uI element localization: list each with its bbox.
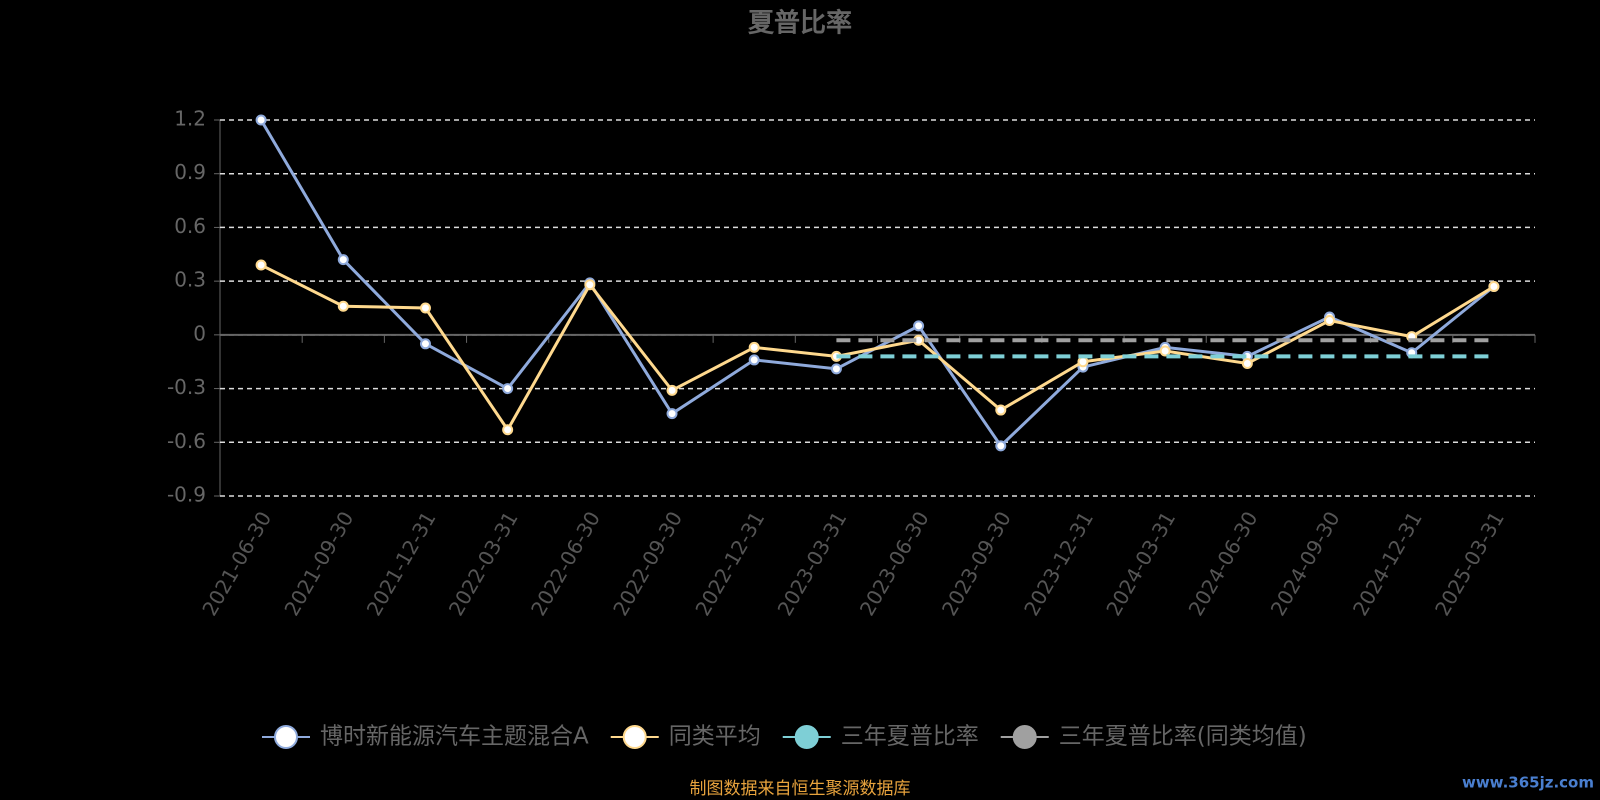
x-tick-label: 2023-09-30 (937, 507, 1016, 620)
x-tick-label: 2023-03-31 (773, 507, 852, 620)
legend-label: 同类平均 (669, 724, 761, 750)
y-tick-label: -0.9 (167, 483, 206, 507)
data-point (748, 354, 760, 366)
data-point (584, 279, 596, 291)
data-point (666, 384, 678, 396)
x-tick-label: 2022-12-31 (690, 507, 769, 620)
data-point (419, 338, 431, 350)
watermark: www.365jz.com (1462, 774, 1594, 792)
data-point (748, 341, 760, 353)
y-tick-label: 0.3 (174, 268, 206, 292)
x-tick-label: 2021-09-30 (279, 507, 358, 620)
data-point (830, 363, 842, 375)
data-point (995, 404, 1007, 416)
series-line (259, 119, 1495, 449)
y-tick-label: 0.9 (174, 160, 206, 184)
data-point (255, 114, 267, 126)
x-tick-label: 2022-06-30 (526, 507, 605, 620)
x-tick-label: 2021-06-30 (197, 507, 276, 620)
source: 制图数据来自恒生聚源数据库 (690, 779, 911, 799)
x-tick-label: 2021-12-31 (362, 507, 441, 620)
x-tick-label: 2023-12-31 (1019, 507, 1098, 620)
data-point (337, 254, 349, 266)
legend-marker (1012, 725, 1037, 749)
data-point (913, 320, 925, 332)
data-point (255, 259, 267, 271)
x-tick-label: 2024-03-31 (1101, 507, 1180, 620)
legend-marker (794, 725, 819, 749)
data-point (1159, 345, 1171, 357)
y-tick-label: 1.2 (174, 107, 206, 131)
data-point (666, 408, 678, 420)
series-line (260, 263, 1495, 433)
y-tick-label: -0.6 (167, 429, 206, 453)
data-point (995, 440, 1007, 452)
x-tick-label: 2024-06-30 (1184, 507, 1263, 620)
data-point (1324, 315, 1336, 327)
legend-label: 三年夏普比率 (841, 724, 979, 750)
x-tick-label: 2024-09-30 (1266, 507, 1345, 620)
legend-marker (274, 725, 298, 749)
x-tick-label: 2023-06-30 (855, 507, 934, 620)
data-point (419, 302, 431, 314)
data-point (1488, 281, 1500, 293)
legend: 博时新能源汽车主题混合A 同类平均 三年夏普比率 三年夏普比率(同类均值) (262, 724, 1307, 750)
y-tick-label: 0 (193, 321, 206, 345)
data-point (502, 383, 514, 395)
data-point (337, 300, 349, 312)
y-tick-label: 0.6 (174, 214, 206, 238)
legend-label: 博时新能源汽车主题混合A (320, 724, 589, 750)
chart-title: 夏普比率 (748, 8, 852, 39)
x-tick-label: 2025-03-31 (1430, 507, 1509, 620)
data-point (1077, 356, 1089, 368)
legend-label: 三年夏普比率(同类均值) (1059, 724, 1307, 750)
x-tick-label: 2024-12-31 (1348, 507, 1427, 620)
data-point (1241, 358, 1253, 370)
data-point (502, 424, 514, 436)
legend-marker (622, 725, 647, 749)
x-tick-label: 2022-09-30 (608, 507, 687, 620)
y-tick-label: -0.3 (167, 375, 206, 399)
x-tick-label: 2022-03-31 (444, 507, 523, 620)
